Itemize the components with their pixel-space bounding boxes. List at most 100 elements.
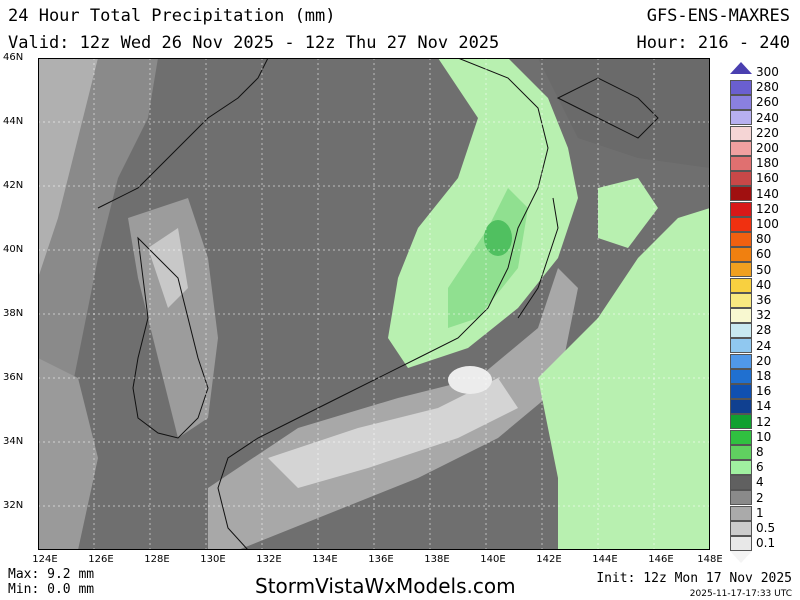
lon-label: 146E: [648, 554, 674, 565]
legend-label: 36: [756, 293, 772, 307]
precip-region-1mm: [38, 58, 98, 278]
map-frame: [38, 58, 710, 550]
legend-swatch: [730, 505, 752, 521]
precipitation-map[interactable]: [38, 58, 710, 550]
legend-swatch: [730, 475, 752, 491]
site-watermark: StormVistaWxModels.com: [255, 574, 516, 598]
legend-label: 0.1: [756, 536, 776, 551]
legend-label: 80: [756, 232, 772, 247]
legend-bottom-arrow: [730, 551, 752, 564]
legend-label: 2: [756, 490, 764, 505]
legend-swatch: [730, 277, 752, 293]
legend-swatch: [730, 232, 752, 247]
precip-region-1mm-south: [38, 358, 98, 550]
max-value: Max: 9.2 mm: [8, 567, 95, 582]
legend-swatch: [730, 140, 752, 156]
valid-period: Valid: 12z Wed 26 Nov 2025 - 12z Thu 27 …: [8, 33, 500, 53]
precip-region-pacific-north: [598, 178, 658, 248]
forecast-hour: Hour: 216 - 240: [636, 33, 790, 53]
lon-label: 124E: [32, 554, 58, 565]
legend-swatch: [730, 247, 752, 263]
legend-label: 100: [756, 217, 779, 231]
lat-label: 34N: [3, 436, 24, 447]
lon-label: 140E: [480, 554, 506, 565]
legend-swatch: [730, 216, 752, 232]
legend-label: 280: [756, 80, 779, 95]
legend-label: 18: [756, 369, 772, 383]
lon-label: 138E: [424, 554, 450, 565]
legend-swatch: [730, 460, 752, 475]
precip-region-japan-light: [268, 378, 518, 488]
generation-timestamp: 2025-11-17-17:33 UTC: [689, 589, 792, 599]
legend-top-arrow: [730, 62, 752, 74]
precip-region-4mm: [388, 58, 578, 368]
legend-swatch: [730, 156, 752, 171]
legend-swatch: [730, 80, 752, 95]
legend-label: 12: [756, 414, 772, 429]
legend-label: 140: [756, 186, 779, 201]
lat-label: 36N: [3, 372, 24, 383]
legend-swatch: [730, 490, 752, 506]
legend-label: 260: [756, 95, 779, 110]
legend-swatch: [730, 429, 752, 445]
lon-label: 144E: [592, 554, 618, 565]
lat-label: 44N: [3, 116, 24, 127]
lon-label: 134E: [312, 554, 338, 565]
legend-swatch: [730, 171, 752, 187]
legend-label: 10: [756, 429, 772, 444]
legend-label: 40: [756, 277, 772, 292]
lon-label: 130E: [200, 554, 226, 565]
legend-label: 180: [756, 156, 779, 171]
legend-label: 24: [756, 338, 772, 353]
legend-swatch: [730, 201, 752, 217]
legend-label: 20: [756, 353, 772, 368]
legend-swatch: [730, 384, 752, 399]
legend-swatch: [730, 368, 752, 384]
legend-label: 16: [756, 384, 772, 399]
legend-swatch: [730, 399, 752, 415]
map-canvas: [38, 58, 710, 550]
init-time: Init: 12z Mon 17 Nov 2025: [596, 571, 792, 586]
lat-label: 42N: [3, 180, 24, 191]
legend-label: 120: [756, 201, 779, 216]
precip-region-8mm: [484, 220, 512, 256]
legend-label: 50: [756, 262, 772, 277]
legend-swatch: [730, 520, 752, 536]
map-title: 24 Hour Total Precipitation (mm): [8, 6, 336, 26]
lon-label: 128E: [144, 554, 170, 565]
precip-region-japan-lightest: [448, 366, 492, 394]
legend-label: 160: [756, 171, 779, 186]
legend-label: 1: [756, 505, 764, 520]
lat-lon-grid: [38, 58, 710, 550]
legend-swatch: [730, 353, 752, 369]
precip-region-6mm: [448, 188, 528, 328]
legend-swatch: [730, 186, 752, 202]
lon-label: 142E: [536, 554, 562, 565]
legend-label: 200: [756, 141, 779, 155]
legend-label: 240: [756, 110, 779, 125]
precip-region-2mm: [38, 58, 158, 550]
legend-swatch: [730, 414, 752, 430]
legend-label: 32: [756, 308, 772, 323]
legend-label: 0.5: [756, 521, 776, 535]
lat-label: 38N: [3, 308, 24, 319]
lat-label: 40N: [3, 244, 24, 255]
lon-label: 126E: [88, 554, 114, 565]
lon-label: 136E: [368, 554, 394, 565]
legend-label: 28: [756, 323, 772, 338]
lon-label: 148E: [697, 554, 723, 565]
legend-label: 60: [756, 247, 772, 262]
legend-label: 8: [756, 445, 764, 459]
legend-label: 14: [756, 399, 772, 414]
legend-label: 300: [756, 65, 779, 79]
legend-swatch: [730, 308, 752, 323]
legend-swatch: [730, 536, 752, 551]
legend-swatch: [730, 125, 752, 141]
legend-swatch: [730, 292, 752, 308]
legend-swatch: [730, 323, 752, 339]
precip-region-hokkaido: [538, 58, 710, 168]
legend-swatch: [730, 444, 752, 460]
model-name: GFS-ENS-MAXRES: [646, 6, 790, 26]
legend-label: 4: [756, 475, 764, 490]
lat-label: 46N: [3, 52, 24, 63]
